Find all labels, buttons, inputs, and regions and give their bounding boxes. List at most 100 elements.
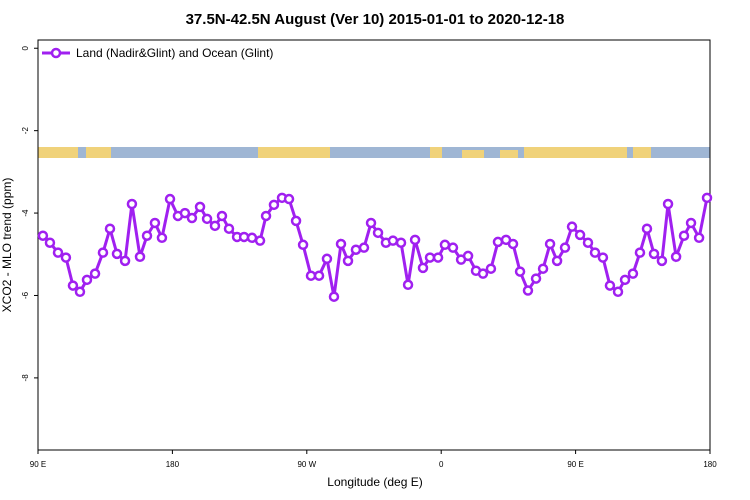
data-point [149, 217, 161, 229]
data-point [89, 268, 101, 279]
x-tick-label: 180 [166, 460, 180, 469]
data-point [194, 201, 206, 213]
data-point [612, 286, 624, 298]
data-point [678, 230, 690, 241]
data-point [417, 262, 429, 274]
x-axis-label: Longitude (deg E) [327, 475, 422, 489]
data-point [409, 234, 421, 246]
data-point [328, 291, 340, 302]
data-point [597, 252, 609, 263]
data-point [350, 244, 362, 255]
data-point [74, 286, 86, 298]
data-point [670, 251, 682, 262]
data-point [119, 255, 131, 267]
data-point [634, 247, 646, 258]
data-point [313, 270, 325, 281]
data-point [582, 237, 594, 248]
data-point [97, 247, 109, 258]
data-point [522, 285, 534, 296]
data-point [186, 212, 198, 224]
map-strip [38, 147, 710, 158]
data-point [246, 232, 258, 244]
plot-frame [37, 39, 711, 451]
data-point [358, 242, 370, 253]
x-tick-label: 90 E [567, 460, 583, 469]
data-point [559, 242, 571, 253]
x-tick-label: 90 W [297, 460, 316, 469]
data-point [662, 198, 674, 210]
data-point [424, 252, 436, 263]
data-point [656, 255, 668, 267]
data-point [566, 221, 578, 232]
y-tick-label: -8 [21, 374, 30, 382]
data-point [81, 274, 93, 286]
data-point [619, 274, 631, 286]
data-point [537, 263, 549, 274]
data-point [44, 237, 56, 248]
x-tick-label: 180 [703, 460, 717, 469]
data-point [268, 199, 280, 211]
data-point [641, 223, 653, 234]
data-point [432, 252, 444, 263]
legend-marker [50, 47, 62, 59]
data-point [492, 236, 504, 248]
data-point [530, 273, 542, 284]
y-tick-label: 0 [21, 45, 30, 50]
data-point [179, 207, 191, 219]
data-point [574, 229, 586, 241]
data-point [52, 247, 64, 258]
data-point [37, 230, 49, 241]
legend: Land (Nadir&Glint) and Ocean (Glint) [42, 46, 273, 60]
x-tick-label: 90 E [30, 460, 46, 469]
data-point [507, 238, 519, 250]
data-point [283, 193, 295, 205]
data-point [447, 242, 459, 253]
x-tick-label: 0 [439, 460, 444, 469]
data-point [260, 210, 272, 222]
y-tick-label: -2 [21, 127, 30, 135]
data-point [305, 270, 317, 281]
data-point [551, 255, 563, 267]
data-point [439, 239, 451, 251]
data-point [372, 227, 384, 239]
data-point [514, 266, 526, 277]
chart-title: 37.5N-42.5N August (Ver 10) 2015-01-01 t… [186, 11, 565, 28]
data-point [402, 279, 414, 291]
y-tick-label: -6 [21, 291, 30, 299]
data-point [126, 198, 138, 210]
data-point [216, 210, 228, 222]
data-point [701, 192, 713, 204]
data-point [201, 213, 213, 225]
data-point [365, 217, 377, 229]
data-point [141, 230, 153, 241]
data-point [209, 220, 221, 232]
data-point [485, 263, 497, 274]
data-point [134, 251, 146, 262]
data-point [223, 223, 235, 234]
data-point [111, 248, 123, 260]
legend-label: Land (Nadir&Glint) and Ocean (Glint) [76, 46, 273, 60]
data-point [462, 250, 474, 262]
data-point [604, 280, 616, 291]
data-point [104, 223, 116, 234]
data-point [589, 247, 601, 258]
data-point [477, 268, 489, 279]
data-point [648, 248, 660, 260]
data-point [60, 252, 72, 263]
data-point [164, 193, 176, 205]
data-point [297, 239, 309, 251]
data-point [321, 253, 333, 265]
y-axis-label: XCO2 - MLO trend (ppm) [0, 178, 14, 313]
data-point [156, 232, 168, 244]
data-point [342, 255, 354, 267]
data-point [335, 238, 347, 250]
data-point [685, 217, 697, 229]
data-point [254, 235, 266, 246]
data-point [395, 237, 407, 248]
data-point [693, 232, 705, 244]
y-tick-label: -4 [21, 209, 30, 217]
data-point [627, 268, 639, 279]
data-point [544, 238, 556, 250]
data-point [290, 215, 302, 227]
